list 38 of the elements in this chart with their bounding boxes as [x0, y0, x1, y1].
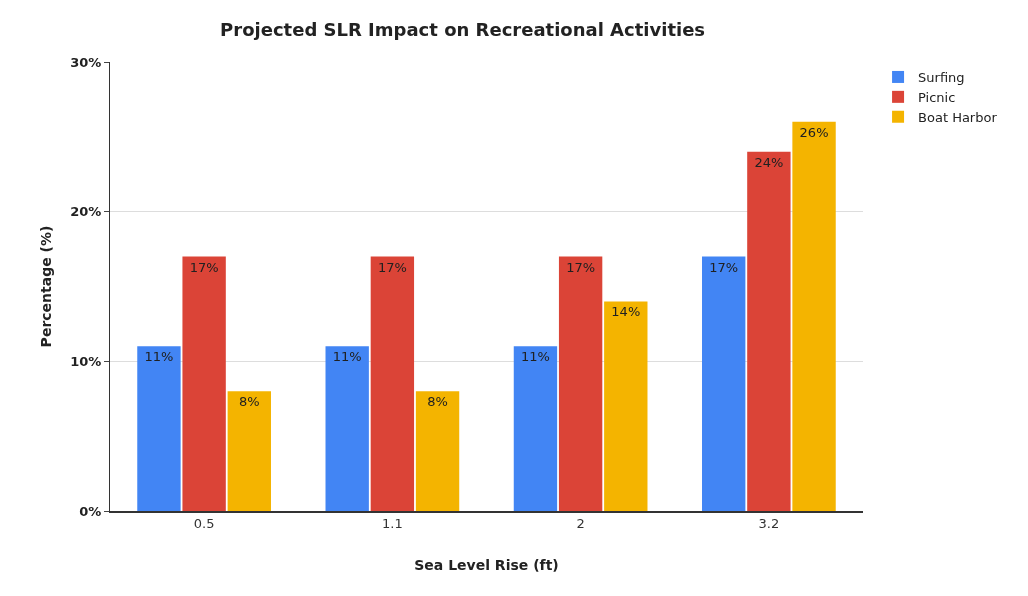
chart-title: Projected SLR Impact on Recreational Activities [220, 19, 706, 41]
bar [558, 256, 603, 511]
bar [702, 256, 746, 511]
data-label: 17% [566, 259, 596, 275]
bar [747, 151, 791, 511]
data-label: 26% [799, 124, 829, 140]
x-tick-label: 2 [576, 516, 585, 532]
x-tick-label: 1.1 [382, 516, 403, 532]
x-tick-label: 3.2 [758, 516, 780, 532]
y-tick-label: 0% [79, 503, 102, 519]
legend-label: Surfing [918, 70, 965, 86]
bar [370, 256, 415, 511]
data-label: 11% [520, 349, 550, 365]
bar [513, 346, 558, 511]
data-label: 14% [611, 304, 641, 320]
bar [325, 346, 369, 511]
y-tick-label: 20% [70, 204, 102, 220]
data-label: 17% [377, 259, 407, 275]
data-label: 17% [709, 259, 739, 275]
data-label: 24% [754, 154, 784, 170]
bar [137, 346, 181, 511]
bar [604, 301, 648, 511]
data-label: 11% [332, 349, 362, 365]
bar [415, 391, 460, 511]
y-tick-label: 30% [70, 54, 102, 70]
x-tick-label: 0.5 [193, 516, 215, 532]
data-label: 11% [144, 349, 174, 365]
x-axis-title: Sea Level Rise (ft) [414, 557, 559, 574]
legend-label: Picnic [918, 89, 956, 105]
data-label: 17% [189, 259, 219, 275]
y-tick-label: 10% [70, 353, 102, 369]
data-label: 8% [427, 394, 448, 410]
bar [227, 391, 271, 511]
bar [182, 256, 226, 511]
bar [792, 121, 836, 511]
legend-label: Boat Harbor [918, 109, 998, 125]
data-label: 8% [238, 394, 260, 410]
y-axis-title: Percentage (%) [37, 225, 54, 348]
